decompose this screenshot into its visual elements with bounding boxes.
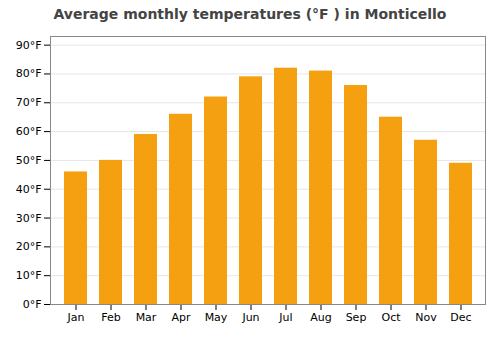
svg-text:Dec: Dec: [450, 311, 471, 324]
svg-text:Jan: Jan: [67, 311, 85, 324]
svg-text:30°F: 30°F: [16, 212, 42, 225]
svg-text:Feb: Feb: [101, 311, 120, 324]
svg-text:Sep: Sep: [346, 311, 367, 324]
svg-text:50°F: 50°F: [16, 154, 42, 167]
svg-text:20°F: 20°F: [16, 240, 42, 253]
svg-text:70°F: 70°F: [16, 96, 42, 109]
svg-text:Mar: Mar: [136, 311, 157, 324]
svg-text:40°F: 40°F: [16, 183, 42, 196]
svg-text:80°F: 80°F: [16, 67, 42, 80]
svg-text:Nov: Nov: [415, 311, 437, 324]
svg-text:60°F: 60°F: [16, 125, 42, 138]
svg-text:Oct: Oct: [381, 311, 401, 324]
html-text:Average monthly temperatures (: Average monthly temperatures (°F ) in Mo…: [53, 6, 447, 22]
svg-text:90°F: 90°F: [16, 39, 42, 52]
svg-text:0°F: 0°F: [23, 298, 42, 311]
svg-text:Jun: Jun: [241, 311, 259, 324]
svg-text:Jul: Jul: [278, 311, 292, 324]
svg-text:Apr: Apr: [171, 311, 191, 324]
svg-text:10°F: 10°F: [16, 269, 42, 282]
svg-text:May: May: [205, 311, 228, 324]
svg-text:Aug: Aug: [310, 311, 331, 324]
